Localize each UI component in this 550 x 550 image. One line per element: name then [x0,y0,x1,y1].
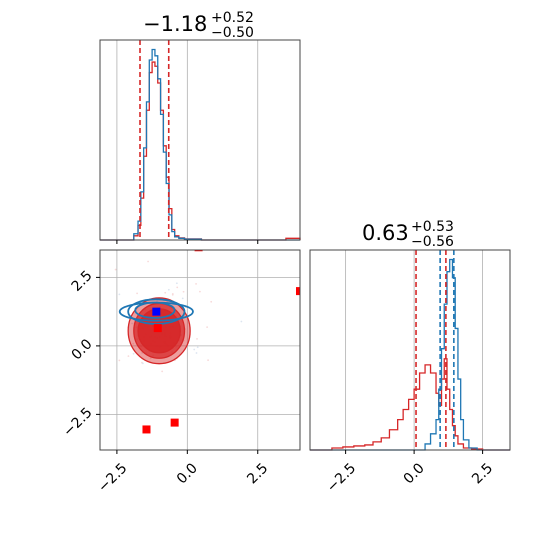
title-param-1-plus: +0.52 [211,10,254,26]
histogram-param-2: −2.5 0.0 2.5 [309,249,511,496]
red-marker-4 [142,425,151,434]
joint-frame [99,249,301,451]
joint-x-tick-label-0: −2.5 [95,460,130,495]
histogram-red-series [100,61,301,241]
x-tick-label-1: 0.0 [401,460,428,487]
x-tick-label-0: −2.5 [324,460,359,495]
title-param-2-median: 0.63 [362,221,409,245]
histogram-red-series [310,358,510,451]
joint-distribution-panel: −2.5 0.0 2.5 −2.5 0.0 2.5 [60,249,301,496]
title-param-1: −1.18 [143,12,207,36]
title-param-2-plus: +0.53 [411,219,454,235]
joint-y-tick-label-0: −2.5 [60,405,95,440]
joint-y-tick-label-2: 2.5 [69,268,96,295]
title-param-2-minus: −0.56 [411,234,454,250]
histogram-blue-series [100,48,300,241]
blue-density-contour-1 [127,298,186,325]
joint-x-tick-label-2: 2.5 [244,460,271,487]
histogram-frame [99,39,301,241]
red-marker-1 [194,250,203,252]
red-marker-0 [153,324,162,333]
x-tick-label-2: 2.5 [469,460,496,487]
histogram-frame [309,249,511,451]
title-param-1-minus: −0.50 [211,25,254,41]
red-marker-2 [296,287,300,296]
red-marker-3 [170,418,179,427]
joint-y-tick-label-1: 0.0 [69,336,96,363]
title-param-2: 0.63 [362,221,409,245]
blue-density-contour-2 [134,301,176,319]
title-param-1-median: −1.18 [143,12,207,36]
blue-marker-0 [152,307,161,316]
histogram-blue-series [310,258,510,451]
joint-plot-area [114,250,300,434]
joint-x-tick-label-1: 0.0 [174,460,201,487]
histogram-param-1 [99,39,301,244]
